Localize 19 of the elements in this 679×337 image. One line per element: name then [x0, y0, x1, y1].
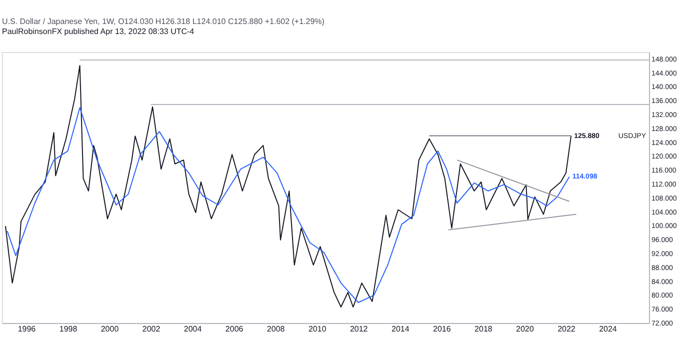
x-tick-label: 2014 — [391, 324, 410, 334]
text: PaulRobinsonFX published Apr 13, 2022 08:33 UTC-4 — [2, 27, 195, 36]
chart-title: U.S. Dollar / Japanese Yen, 1W, O124.030 H126.318 L124.010 C125.880 +1.602 (+1.29%) — [2, 17, 325, 26]
x-tick-label: 2002 — [142, 324, 161, 334]
x-tick-label: 2024 — [599, 324, 618, 334]
x-tick-label: 2018 — [474, 324, 493, 334]
x-tick-label: 2008 — [266, 324, 286, 334]
line-series — [6, 107, 570, 303]
line-series — [4, 65, 572, 308]
x-tick-label: 2010 — [308, 324, 327, 334]
x-tick-label: 2016 — [432, 324, 452, 334]
x-tick-label: 2000 — [100, 324, 120, 334]
x-tick-label: 2004 — [184, 324, 202, 334]
x-tick-label: 2006 — [225, 324, 244, 334]
x-tick-label: 2020 — [516, 324, 534, 334]
x-tick-label: 1998 — [59, 324, 78, 334]
x-tick-label: 2012 — [350, 324, 368, 334]
x-tick-label: 1996 — [18, 324, 36, 334]
x-tick-label: 2022 — [558, 324, 576, 334]
